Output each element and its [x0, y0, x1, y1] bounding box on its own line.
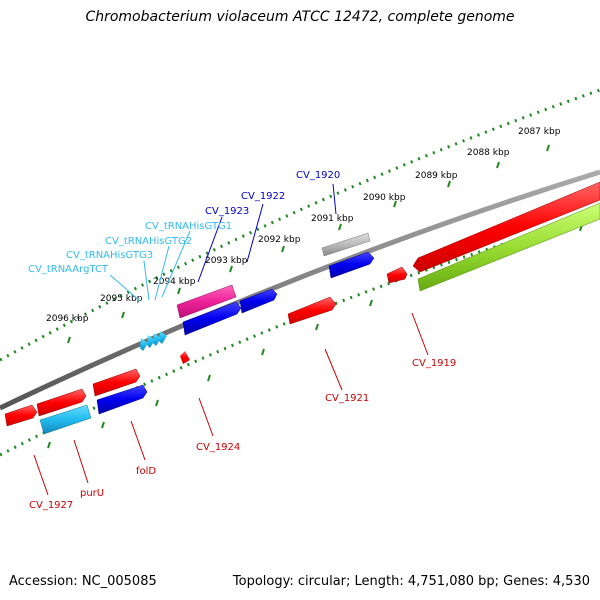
gene-label-cv1922[interactable]: CV_1922 [241, 191, 285, 202]
feature-small-red [386, 266, 408, 284]
forward-features [4, 232, 375, 427]
scale-label: 2096 kbp [46, 314, 89, 324]
scale-label: 2087 kbp [518, 127, 561, 137]
scale-labels: 2087 kbp 2088 kbp 2089 kbp 2090 kbp 2091… [46, 127, 561, 324]
genome-summary-text: Topology: circular; Length: 4,751,080 bp… [232, 574, 590, 589]
feature-cv1927-upper [36, 388, 87, 417]
genome-backbone [0, 169, 600, 411]
scale-label: 2095 kbp [100, 294, 143, 304]
accession-text: Accession: NC_005085 [9, 574, 157, 589]
reverse-features [39, 181, 600, 435]
gene-label-cv1920[interactable]: CV_1920 [296, 170, 340, 181]
map-title: Chromobacterium violaceum ATCC 12472, co… [85, 9, 515, 25]
gene-label-folD[interactable]: folD [136, 466, 156, 477]
feature-purU [39, 404, 92, 435]
feature-cv1923 [176, 284, 237, 319]
gene-label-cv1919[interactable]: CV_1919 [412, 358, 456, 369]
scale-label: 2090 kbp [363, 193, 406, 203]
feature-cv1923-blue [182, 301, 242, 336]
outer-major-ticks [67, 144, 550, 344]
scale-label: 2093 kbp [205, 256, 248, 266]
feature-cv1920 [328, 251, 375, 279]
trna-arg-tct-icon [140, 338, 148, 351]
trna-his-gtg3-icon [147, 335, 155, 348]
trna-his-gtg2-icon [153, 333, 161, 346]
scale-label: 2094 kbp [153, 277, 196, 287]
feature-purU-upper [92, 368, 141, 397]
gene-label-cv1923[interactable]: CV_1923 [205, 206, 249, 217]
scale-label: 2091 kbp [311, 214, 354, 224]
gene-label-trna-his-gtg1[interactable]: CV_tRNAHisGTG1 [145, 221, 232, 232]
gene-label-trna-his-gtg3[interactable]: CV_tRNAHisGTG3 [66, 250, 153, 261]
gene-label-trna-his-gtg2[interactable]: CV_tRNAHisGTG2 [105, 236, 192, 247]
gene-label-purU[interactable]: purU [80, 488, 104, 499]
feature-cv1920-gray [321, 232, 371, 257]
leader-lines [33, 183, 429, 496]
feature-cv1924 [180, 351, 190, 364]
feature-cv1921 [287, 296, 337, 325]
gene-label-cv1921[interactable]: CV_1921 [325, 393, 369, 404]
gene-label-cv1924[interactable]: CV_1924 [196, 442, 240, 453]
gene-label-cv1927[interactable]: CV_1927 [29, 500, 73, 511]
feature-leftmost-red [4, 404, 38, 427]
gene-label-trna-arg-tct[interactable]: CV_tRNAArgTCT [28, 264, 109, 275]
feature-cv1922 [239, 288, 278, 314]
feature-cv1919-green [417, 202, 600, 292]
feature-folD [96, 384, 148, 415]
scale-outer-dotted [0, 88, 600, 362]
scale-label: 2092 kbp [258, 235, 301, 245]
gene-labels: CV_1919 CV_1920 CV_1921 CV_1922 CV_1923 … [28, 170, 456, 511]
feature-cv1919 [412, 181, 600, 273]
scale-label: 2088 kbp [467, 148, 510, 158]
trna-his-gtg1-icon [159, 331, 167, 344]
scale-label: 2089 kbp [415, 171, 458, 181]
